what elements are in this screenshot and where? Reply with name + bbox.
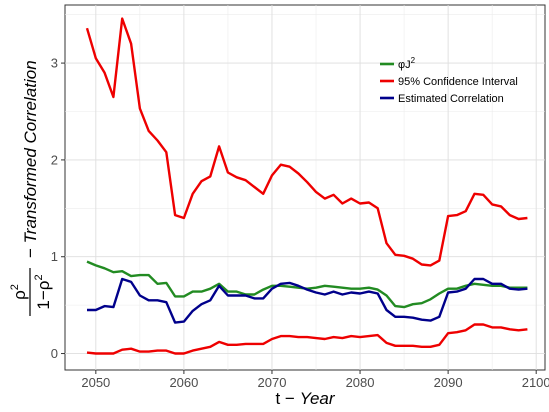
y-tick-label: 0 (51, 346, 58, 361)
legend-label-0: φJ2 (398, 56, 416, 71)
series-line-3 (87, 277, 528, 324)
plot-panel (64, 4, 546, 371)
series-line-2 (86, 323, 528, 355)
y-tick-label: 3 (51, 56, 58, 71)
x-tick-label: 2090 (434, 375, 463, 390)
grid-minor (65, 5, 545, 370)
y-title-text: − Transformed Correlation (21, 60, 40, 258)
legend: φJ2 95% Confidence Interval Estimated Corr… (380, 56, 518, 105)
series-line-1 (85, 17, 528, 267)
x-tick-label: 2080 (346, 375, 375, 390)
series-lines (85, 17, 528, 355)
x-tick-label: 2100 (522, 375, 549, 390)
x-tick-label: 2050 (81, 375, 110, 390)
y-axis-ticks: 0 1 2 3 (51, 56, 65, 361)
legend-label-2: Estimated Correlation (398, 93, 504, 105)
legend-label-1: 95% Confidence Interval (398, 76, 518, 88)
grid-major (65, 5, 545, 370)
y-title-numerator: ρ2 (9, 284, 29, 300)
x-tick-label: 2070 (258, 375, 287, 390)
y-tick-label: 1 (51, 249, 58, 264)
x-axis-title: t − Year (275, 389, 335, 408)
y-axis-title: ρ2 1−ρ2 − Transformed Correlation (9, 60, 53, 316)
x-tick-label: 2060 (169, 375, 198, 390)
x-axis-ticks: 2050 2060 2070 2080 2090 2100 (81, 370, 549, 390)
y-tick-label: 2 (51, 152, 58, 167)
y-title-denominator: 1−ρ2 (33, 274, 53, 309)
